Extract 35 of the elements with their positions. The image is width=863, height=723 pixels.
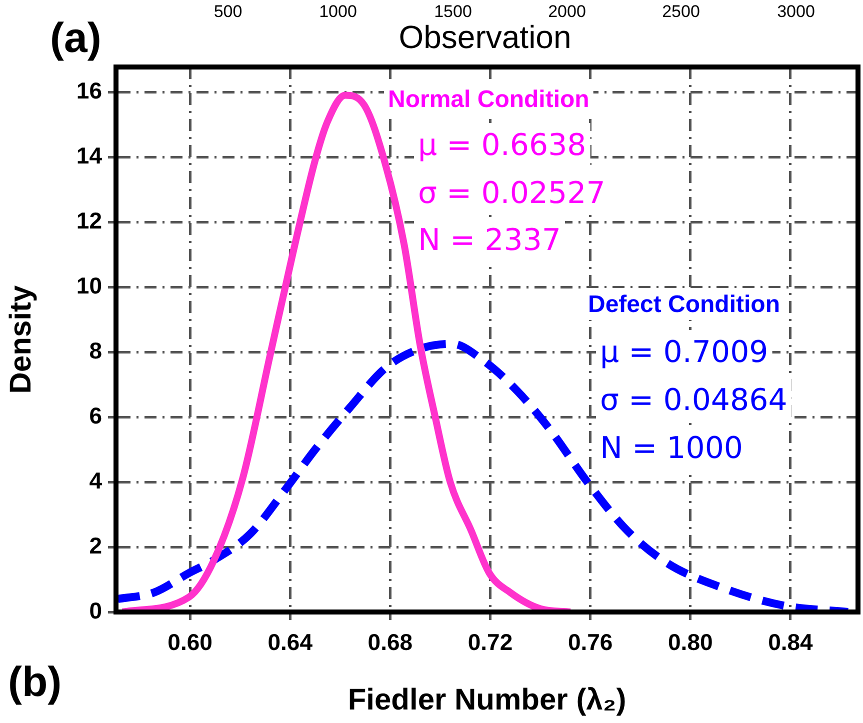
- annotation: μ = 0.6638: [418, 128, 586, 163]
- y-tick-label: 10: [76, 272, 102, 298]
- y-tick-label: 16: [76, 77, 102, 104]
- text: 2500: [662, 2, 700, 21]
- y-tick-label: 2: [89, 532, 102, 558]
- text: 500: [214, 2, 242, 21]
- x-tick-label: 0.76: [568, 629, 613, 656]
- text: 1000: [319, 2, 357, 21]
- x-tick-label: 0.60: [168, 629, 212, 656]
- x-tick-label: 0.68: [368, 629, 413, 656]
- x-tick-label: 0.72: [468, 629, 513, 656]
- y-tick-label: 14: [76, 142, 102, 168]
- annotation: σ = 0.04864: [600, 383, 788, 418]
- text: Observation: [398, 19, 572, 55]
- annotation: N = 2337: [418, 223, 561, 258]
- y-tick-label: 0: [89, 597, 102, 624]
- text: (b): [8, 658, 62, 705]
- text: 2000: [548, 2, 586, 21]
- text: Defect Condition: [588, 291, 780, 318]
- text: 1500: [434, 2, 472, 21]
- y-tick-label: 6: [89, 402, 102, 428]
- annotation: μ = 0.7009: [600, 335, 768, 370]
- x-tick-label: 0.80: [668, 629, 713, 656]
- x-tick-label: 0.84: [768, 629, 814, 656]
- x-axis-title: Fiedler Number (λ₂): [348, 683, 626, 716]
- series-label: Normal Condition: [388, 86, 590, 113]
- y-tick-label: 4: [89, 467, 102, 494]
- text: 3000: [777, 2, 815, 21]
- y-axis-title: Density: [4, 285, 38, 394]
- annotation: σ = 0.02527: [418, 176, 606, 211]
- x-tick-label: 0.64: [268, 629, 313, 656]
- y-tick-label: 12: [76, 207, 102, 234]
- annotation: N = 1000: [600, 431, 743, 466]
- text: (a): [50, 14, 102, 61]
- y-tick-label: 8: [89, 337, 102, 364]
